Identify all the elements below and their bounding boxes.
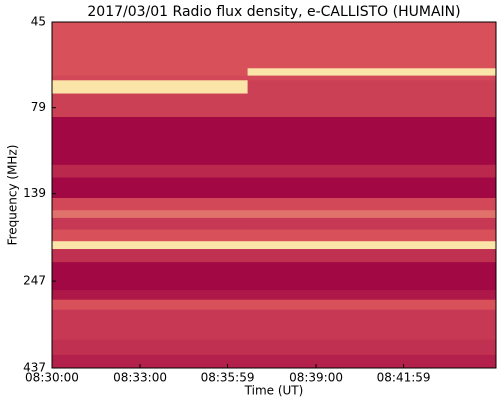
cell	[247, 75, 497, 81]
cell	[247, 241, 497, 250]
cell	[52, 68, 249, 77]
cell	[52, 164, 249, 178]
y-tick-label: 437	[23, 361, 46, 375]
x-tick-label: 08:35:59	[201, 371, 255, 385]
cell	[52, 339, 249, 356]
cell	[247, 116, 497, 166]
cell	[247, 262, 497, 291]
x-tick-label: 08:30:00	[25, 371, 79, 385]
cell	[247, 229, 497, 242]
cell	[52, 80, 249, 95]
x-axis-label: Time (UT)	[244, 384, 304, 398]
y-tick-label: 139	[23, 186, 46, 200]
cell	[52, 197, 249, 211]
y-tick-label: 247	[23, 274, 46, 288]
cell	[52, 116, 249, 166]
cell	[247, 164, 497, 178]
cell	[52, 241, 249, 250]
cell	[247, 93, 497, 118]
cell	[247, 354, 497, 369]
cell	[52, 309, 249, 341]
cell	[52, 354, 249, 369]
cell	[247, 217, 497, 231]
cell	[247, 290, 497, 301]
cell	[247, 339, 497, 356]
cell	[52, 93, 249, 118]
cell	[52, 262, 249, 291]
y-tick-label: 79	[31, 100, 46, 114]
cell	[247, 22, 497, 69]
cell	[247, 299, 497, 311]
cell	[52, 299, 249, 311]
x-tick-label: 08:39:00	[289, 371, 343, 385]
plot-frame	[51, 21, 497, 369]
cell	[247, 80, 497, 95]
cell	[52, 177, 249, 199]
cell	[247, 68, 497, 77]
x-tick-label: 08:41:59	[377, 371, 431, 385]
cell	[52, 210, 249, 219]
cell	[52, 217, 249, 231]
cell	[247, 197, 497, 211]
chart-title: 2017/03/01 Radio flux density, e-CALLIST…	[87, 4, 460, 20]
cell	[247, 309, 497, 341]
cell	[52, 229, 249, 242]
cell	[52, 290, 249, 301]
cell	[247, 177, 497, 199]
cell	[247, 249, 497, 263]
cell	[52, 22, 249, 69]
y-axis-label: Frequency (MHz)	[6, 145, 20, 246]
cell	[52, 75, 249, 81]
cell	[52, 249, 249, 263]
y-tick-label: 45	[31, 15, 46, 29]
x-tick-label: 08:33:00	[113, 371, 167, 385]
cell	[247, 210, 497, 219]
